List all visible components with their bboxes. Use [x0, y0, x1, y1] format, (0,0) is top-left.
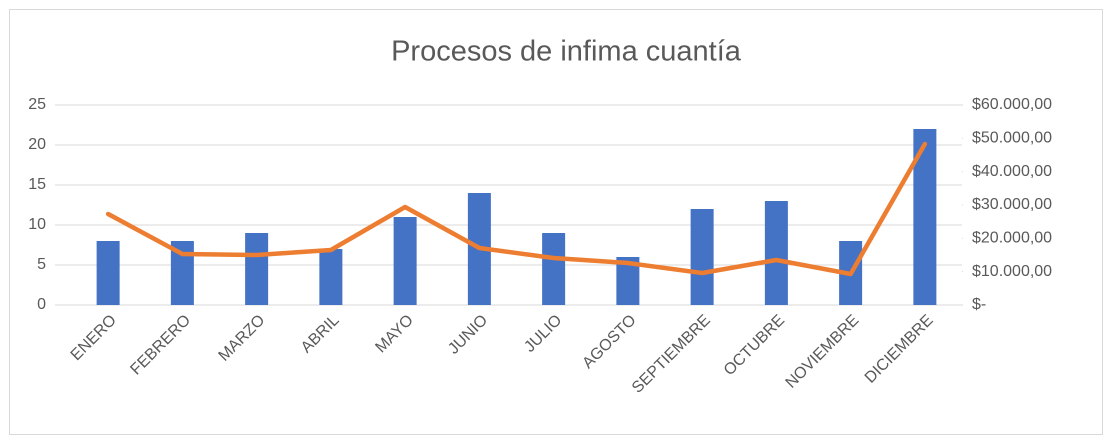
y-tick-label: 25	[28, 96, 46, 113]
y-tick-label: 20	[28, 136, 46, 153]
line	[105, 141, 928, 277]
y-tick-label: 10	[28, 216, 46, 233]
bar	[393, 217, 417, 305]
bar	[245, 233, 269, 305]
bar	[96, 241, 120, 305]
y-tick-label: 15	[28, 176, 46, 193]
y2-tick-label: $10.000,00	[972, 263, 1052, 280]
chart-title: Procesos de infima cuantía	[391, 36, 742, 68]
chart-frame	[9, 9, 1103, 435]
bar	[319, 249, 343, 305]
y-tick-label: 0	[37, 296, 46, 313]
y2-tick-label: $-	[972, 296, 986, 313]
y2-tick-label: $20.000,00	[972, 230, 1052, 247]
bar	[913, 129, 937, 305]
y2-tick-label: $40.000,00	[972, 163, 1052, 180]
bar	[616, 257, 640, 305]
y2-tick-label: $30.000,00	[972, 196, 1052, 213]
y2-tick-label: $60.000,00	[972, 96, 1052, 113]
bar	[764, 201, 788, 305]
y2-tick-label: $50.000,00	[972, 130, 1052, 147]
bar	[170, 241, 194, 305]
bar	[690, 209, 714, 305]
bar	[542, 233, 566, 305]
y-tick-label: 5	[37, 256, 46, 273]
